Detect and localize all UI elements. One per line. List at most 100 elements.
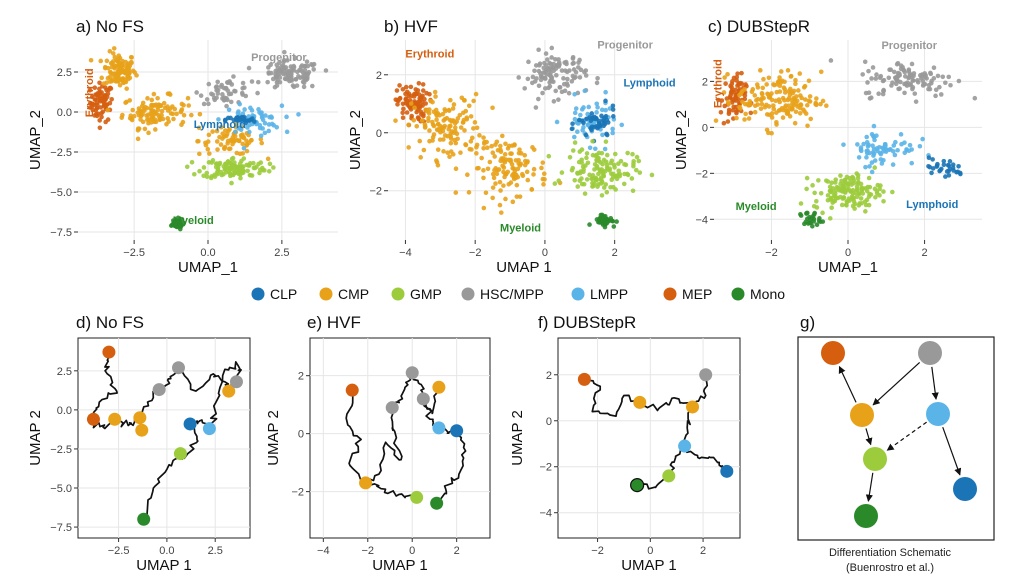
- point-hsc-mpp: [551, 99, 557, 104]
- x-tick-label: 2: [922, 247, 928, 259]
- point-gmp: [872, 165, 878, 170]
- point-hsc-mpp: [538, 77, 544, 83]
- point-mono: [816, 218, 822, 224]
- schematic-edge-cmp-to-mep: [838, 365, 857, 403]
- point-cmp: [513, 158, 519, 163]
- point-cmp: [796, 88, 801, 93]
- point-mep: [400, 110, 405, 116]
- point-hsc-mpp: [904, 80, 910, 85]
- point-mep: [89, 101, 95, 107]
- point-cmp: [503, 141, 508, 147]
- point-cmp: [725, 99, 731, 105]
- point-hsc-mpp: [242, 85, 247, 90]
- point-cmp: [771, 106, 777, 112]
- point-gmp: [266, 168, 272, 174]
- point-mep: [743, 82, 748, 87]
- point-hsc-mpp: [902, 90, 907, 96]
- point-gmp: [866, 175, 872, 181]
- point-mep: [107, 85, 113, 91]
- point-cmp: [725, 71, 730, 77]
- point-lmpp: [573, 106, 579, 111]
- point-mep: [413, 91, 419, 96]
- point-mono: [596, 219, 601, 225]
- legend-item-mep: MEP: [663, 286, 712, 302]
- schematic-edge-hsc-mpp-to-cmp: [872, 361, 921, 406]
- point-cmp: [144, 117, 150, 123]
- point-clp: [947, 159, 953, 164]
- point-lmpp: [865, 148, 870, 154]
- point-hsc-mpp: [890, 80, 895, 85]
- point-cmp: [179, 122, 184, 128]
- point-hsc-mpp: [933, 87, 939, 93]
- point-hsc-mpp: [570, 56, 576, 61]
- point-hsc-mpp: [275, 78, 280, 83]
- point-clp: [593, 115, 599, 121]
- point-gmp: [849, 182, 854, 187]
- point-mono: [814, 222, 820, 228]
- point-hsc-mpp: [576, 65, 581, 70]
- point-gmp: [583, 163, 588, 168]
- legend-swatch-lmpp: [571, 287, 585, 301]
- point-gmp: [204, 174, 210, 180]
- point-hsc-mpp: [255, 90, 260, 96]
- point-hsc-mpp: [931, 76, 937, 81]
- point-gmp: [267, 161, 273, 167]
- legend-item-cmp: CMP: [319, 286, 369, 302]
- legend-swatch-mep: [663, 287, 677, 301]
- point-hsc-mpp: [538, 71, 543, 76]
- point-clp: [587, 115, 592, 120]
- point-lmpp: [262, 120, 268, 126]
- point-mep: [730, 79, 735, 84]
- point-cmp: [498, 210, 504, 215]
- point-cmp: [492, 154, 497, 159]
- node-gmp: [173, 447, 187, 461]
- point-hsc-mpp: [293, 55, 298, 61]
- point-clp: [225, 115, 231, 121]
- point-cmp: [244, 143, 249, 148]
- point-cmp: [797, 71, 803, 76]
- point-mep: [93, 111, 99, 117]
- point-hsc-mpp: [865, 80, 870, 85]
- node-cmp: [359, 476, 373, 490]
- point-hsc-mpp: [293, 77, 299, 82]
- point-cmp: [441, 149, 446, 154]
- point-gmp: [811, 203, 817, 209]
- x-tick-label: 0.0: [159, 545, 174, 557]
- point-cmp: [790, 106, 795, 112]
- point-gmp: [201, 165, 207, 170]
- point-clp: [589, 127, 594, 133]
- point-cmp: [781, 85, 787, 91]
- panel-c-umap-dubstepr: Progenitor Erythroid Myeloid Lymphoid −2 0 2 2…: [673, 40, 982, 276]
- point-lmpp: [594, 101, 600, 107]
- point-lmpp: [869, 160, 875, 165]
- point-cmp: [508, 157, 513, 163]
- point-cmp: [764, 102, 769, 108]
- point-mep: [401, 106, 406, 112]
- point-gmp: [584, 151, 590, 156]
- point-hsc-mpp: [549, 55, 554, 60]
- point-cmp: [155, 95, 160, 101]
- point-gmp: [618, 158, 624, 164]
- point-cmp: [485, 166, 491, 172]
- schematic-node-clp: [953, 477, 977, 501]
- point-gmp: [862, 199, 868, 204]
- point-mono: [173, 218, 179, 223]
- point-gmp: [856, 203, 862, 208]
- point-lmpp: [284, 114, 289, 120]
- point-cmp: [737, 92, 742, 98]
- point-hsc-mpp: [870, 65, 876, 70]
- node-lmpp: [432, 421, 446, 435]
- point-hsc-mpp: [530, 74, 536, 80]
- point-hsc-mpp: [911, 78, 916, 83]
- x-tick-label: 0: [542, 247, 548, 259]
- point-cmp: [758, 106, 764, 112]
- point-cmp: [437, 137, 443, 142]
- point-lmpp: [890, 162, 896, 167]
- point-cmp: [120, 112, 125, 118]
- point-hsc-mpp: [556, 57, 561, 62]
- point-lmpp: [578, 112, 583, 118]
- point-clp: [941, 158, 947, 164]
- point-clp: [589, 111, 595, 116]
- point-cmp: [490, 171, 496, 177]
- point-cmp: [393, 118, 398, 123]
